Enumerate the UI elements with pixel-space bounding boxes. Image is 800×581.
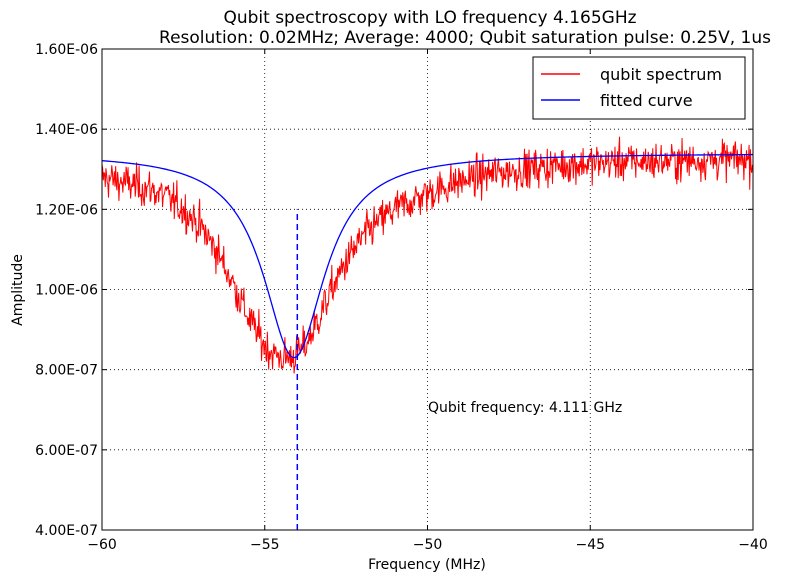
x-tick-label: −40	[738, 537, 768, 553]
grid-layer	[102, 49, 753, 530]
legend-box	[532, 56, 746, 120]
y-tick-label: 6.00E-07	[35, 443, 98, 459]
x-tick-label: −60	[87, 537, 117, 553]
y-tick-label: 1.00E-06	[35, 283, 98, 299]
series-fitted-curve-line	[101, 153, 754, 359]
x-tick-label: −55	[250, 537, 280, 553]
qubit-frequency-annotation: Qubit frequency: 4.111 GHz	[428, 400, 622, 416]
y-axis-label: Amplitude	[10, 254, 26, 326]
plot-layer	[101, 136, 754, 530]
x-tick-label: −45	[575, 537, 605, 553]
y-tick-label: 4.00E-07	[35, 523, 98, 539]
legend-label-fitted-curve: fitted curve	[600, 91, 693, 110]
series-qubit-spectrum-line	[101, 136, 754, 374]
y-tick-label: 1.20E-06	[35, 202, 98, 218]
y-tick-label: 1.60E-06	[35, 42, 98, 58]
tick-layer: −60 −55 −50 −45 −40 4.00E-07 6.00E-07 8.00E-07 1…	[35, 42, 768, 553]
chart-subtitle: Resolution: 0.02MHz; Average: 4000; Qubi…	[159, 28, 771, 48]
x-tick-label: −50	[413, 537, 443, 553]
legend-label-qubit-spectrum: qubit spectrum	[600, 65, 722, 84]
y-tick-label: 8.00E-07	[35, 363, 98, 379]
y-tick-label: 1.40E-06	[35, 122, 98, 138]
x-axis-label: Frequency (MHz)	[368, 557, 486, 573]
legend: qubit spectrum fitted curve	[532, 56, 746, 120]
chart-title: Qubit spectroscopy with LO frequency 4.1…	[223, 8, 636, 28]
